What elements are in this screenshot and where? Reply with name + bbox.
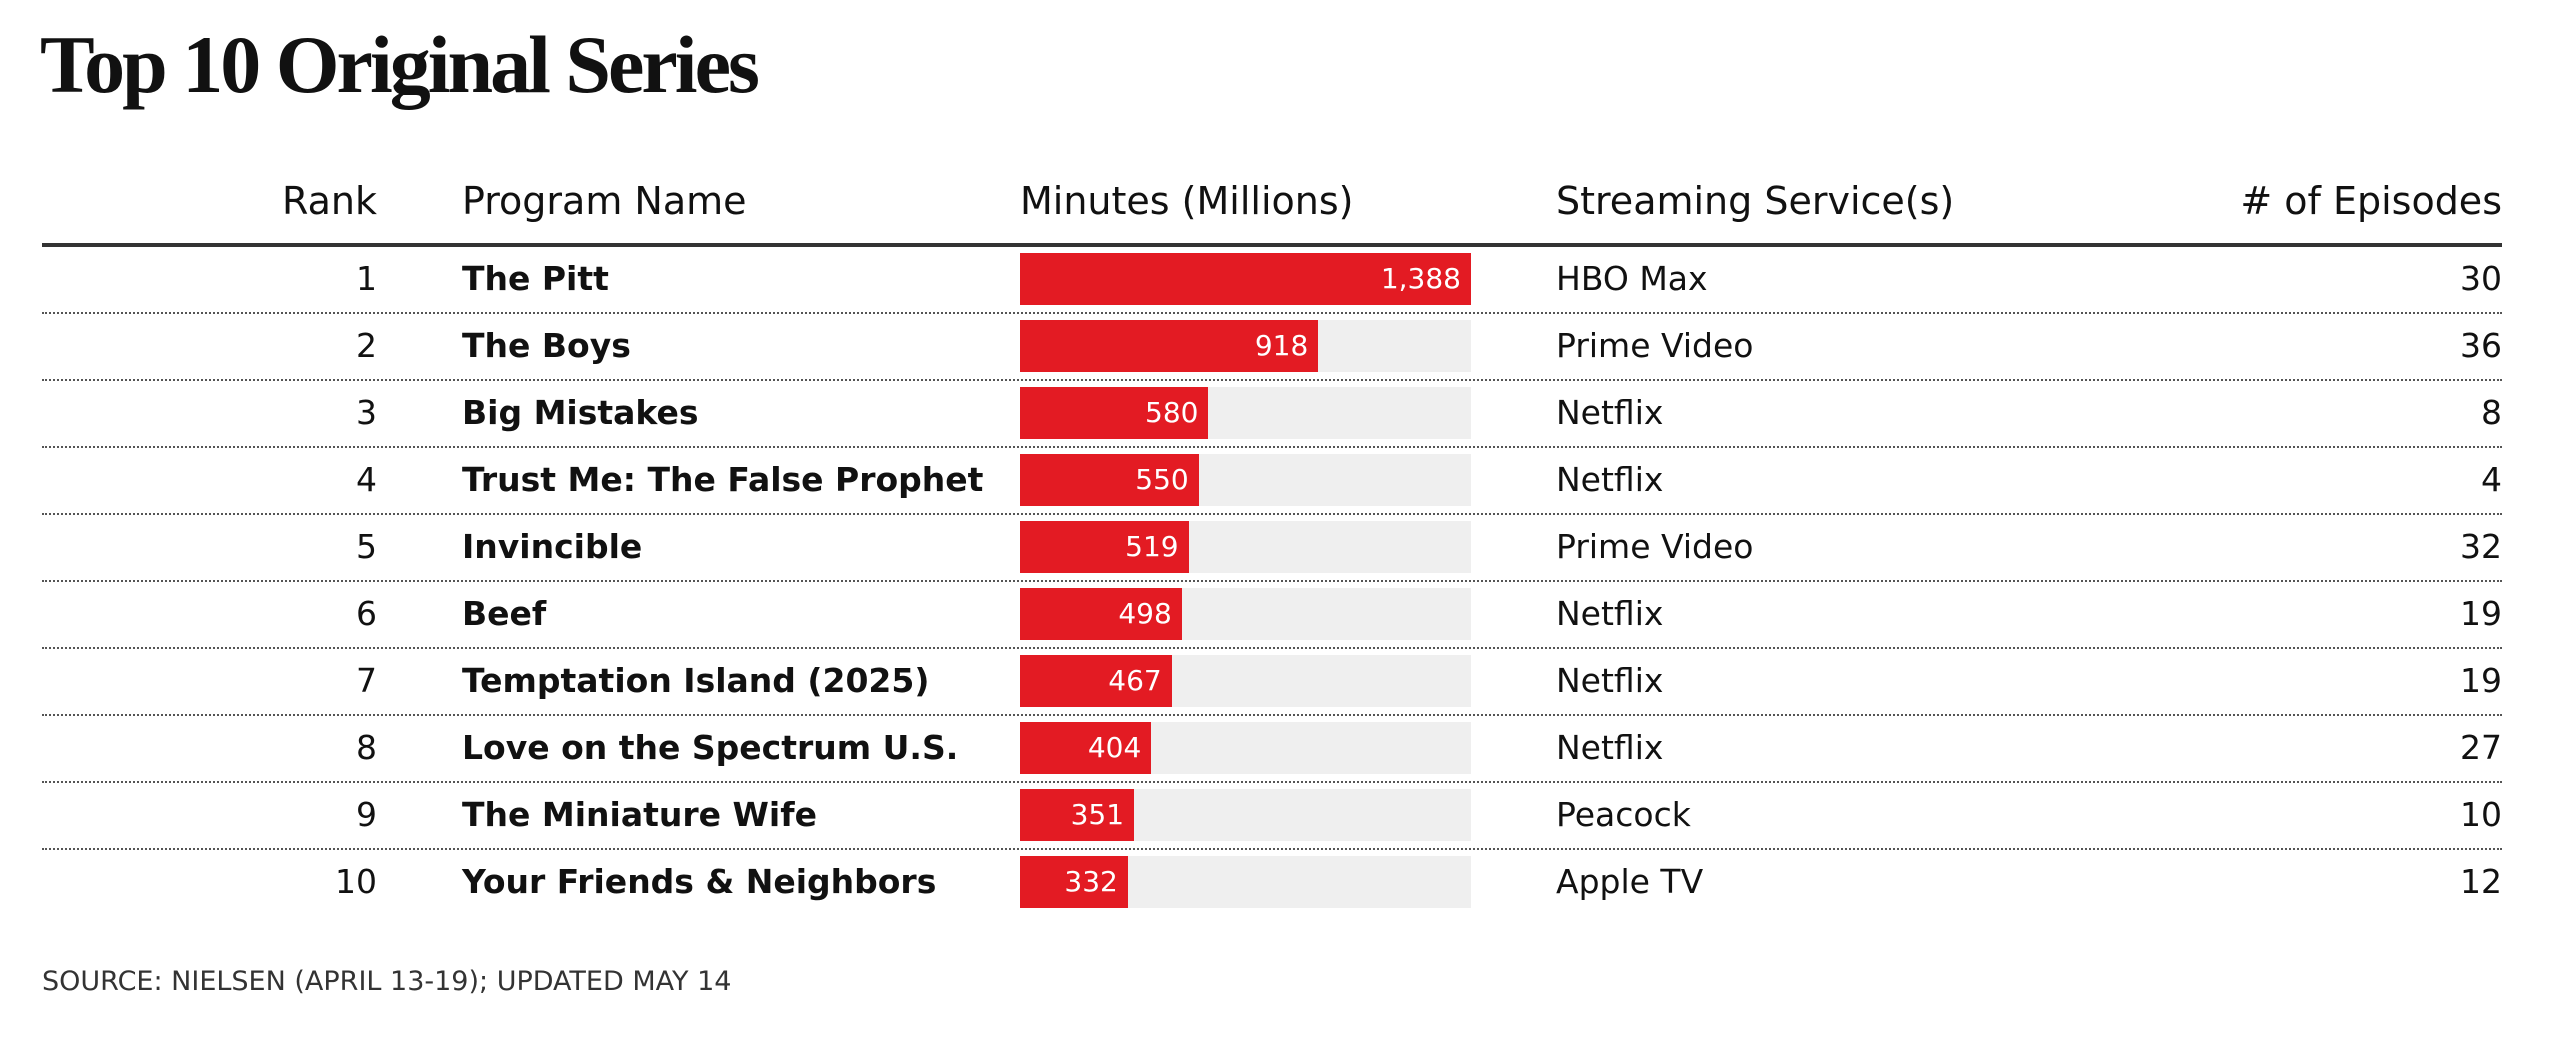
- streaming-service: Netflix: [1556, 728, 1664, 767]
- episodes: 27: [2460, 728, 2502, 767]
- value-label: 580: [1145, 396, 1199, 429]
- streaming-service: Prime Video: [1556, 326, 1754, 365]
- episodes: 10: [2460, 795, 2502, 834]
- value-label: 550: [1135, 463, 1189, 496]
- episodes: 30: [2460, 259, 2502, 298]
- program-name: Trust Me: The False Prophet: [462, 460, 984, 499]
- episodes: 36: [2460, 326, 2502, 365]
- streaming-service: Peacock: [1556, 795, 1691, 834]
- streaming-service: Netflix: [1556, 393, 1664, 432]
- streaming-service: Apple TV: [1556, 862, 1704, 901]
- bar: [1020, 387, 1209, 439]
- bar: [1020, 320, 1319, 372]
- column-header: # of Episodes: [2240, 179, 2502, 223]
- program-name: The Boys: [462, 326, 631, 365]
- program-name: The Miniature Wife: [462, 795, 817, 834]
- program-name: Beef: [462, 594, 547, 633]
- row-divider: [42, 312, 2502, 314]
- column-header: Program Name: [462, 179, 747, 223]
- episodes: 32: [2460, 527, 2502, 566]
- value-label: 332: [1064, 865, 1118, 898]
- bar: [1020, 454, 1199, 506]
- value-label: 918: [1254, 329, 1309, 362]
- episodes: 12: [2460, 862, 2502, 901]
- column-header: Streaming Service(s): [1556, 179, 1955, 223]
- episodes: 4: [2481, 460, 2502, 499]
- program-name: Your Friends & Neighbors: [462, 862, 937, 901]
- column-header: Rank: [282, 179, 377, 223]
- program-name: Love on the Spectrum U.S.: [462, 728, 959, 767]
- streaming-service: Netflix: [1556, 460, 1664, 499]
- value-label: 351: [1070, 798, 1125, 831]
- value-label: 467: [1108, 664, 1162, 697]
- episodes: 19: [2460, 594, 2502, 633]
- row-divider: [42, 580, 2502, 582]
- value-label: 404: [1087, 731, 1142, 764]
- row-divider: [42, 781, 2502, 783]
- rank: 6: [356, 594, 377, 633]
- episodes: 19: [2460, 661, 2502, 700]
- row-divider: [42, 446, 2502, 448]
- header-rule: [42, 243, 2502, 247]
- episodes: 8: [2481, 393, 2502, 432]
- streaming-service: Netflix: [1556, 594, 1664, 633]
- column-header: Minutes (Millions): [1020, 179, 1354, 223]
- rank: 9: [356, 795, 377, 834]
- row-divider: [42, 647, 2502, 649]
- bar: [1020, 253, 1471, 305]
- rank: 7: [356, 661, 377, 700]
- bar: [1020, 588, 1182, 640]
- rank: 10: [335, 862, 377, 901]
- bar: [1020, 655, 1172, 707]
- bar: [1020, 856, 1128, 908]
- row-divider: [42, 848, 2502, 850]
- row-divider: [42, 379, 2502, 381]
- program-name: Big Mistakes: [462, 393, 699, 432]
- bar: [1020, 722, 1152, 774]
- rank: 1: [356, 259, 377, 298]
- streaming-service: HBO Max: [1556, 259, 1708, 298]
- rank: 8: [356, 728, 377, 767]
- value-label: 498: [1118, 597, 1172, 630]
- rank: 5: [356, 527, 377, 566]
- value-label: 1,388: [1380, 262, 1461, 295]
- streaming-service: Netflix: [1556, 661, 1664, 700]
- rank: 3: [356, 393, 377, 432]
- value-label: 519: [1125, 530, 1179, 563]
- program-name: Temptation Island (2025): [462, 661, 930, 700]
- row-divider: [42, 513, 2502, 515]
- title: Top 10 Original Series: [40, 19, 760, 110]
- program-name: The Pitt: [462, 259, 609, 298]
- rank: 2: [356, 326, 377, 365]
- streaming-service: Prime Video: [1556, 527, 1754, 566]
- bar: [1020, 521, 1189, 573]
- rank: 4: [356, 460, 377, 499]
- bar: [1020, 789, 1135, 841]
- source-note: SOURCE: NIELSEN (APRIL 13-19); UPDATED M…: [42, 966, 732, 997]
- program-name: Invincible: [462, 527, 643, 566]
- row-divider: [42, 714, 2502, 716]
